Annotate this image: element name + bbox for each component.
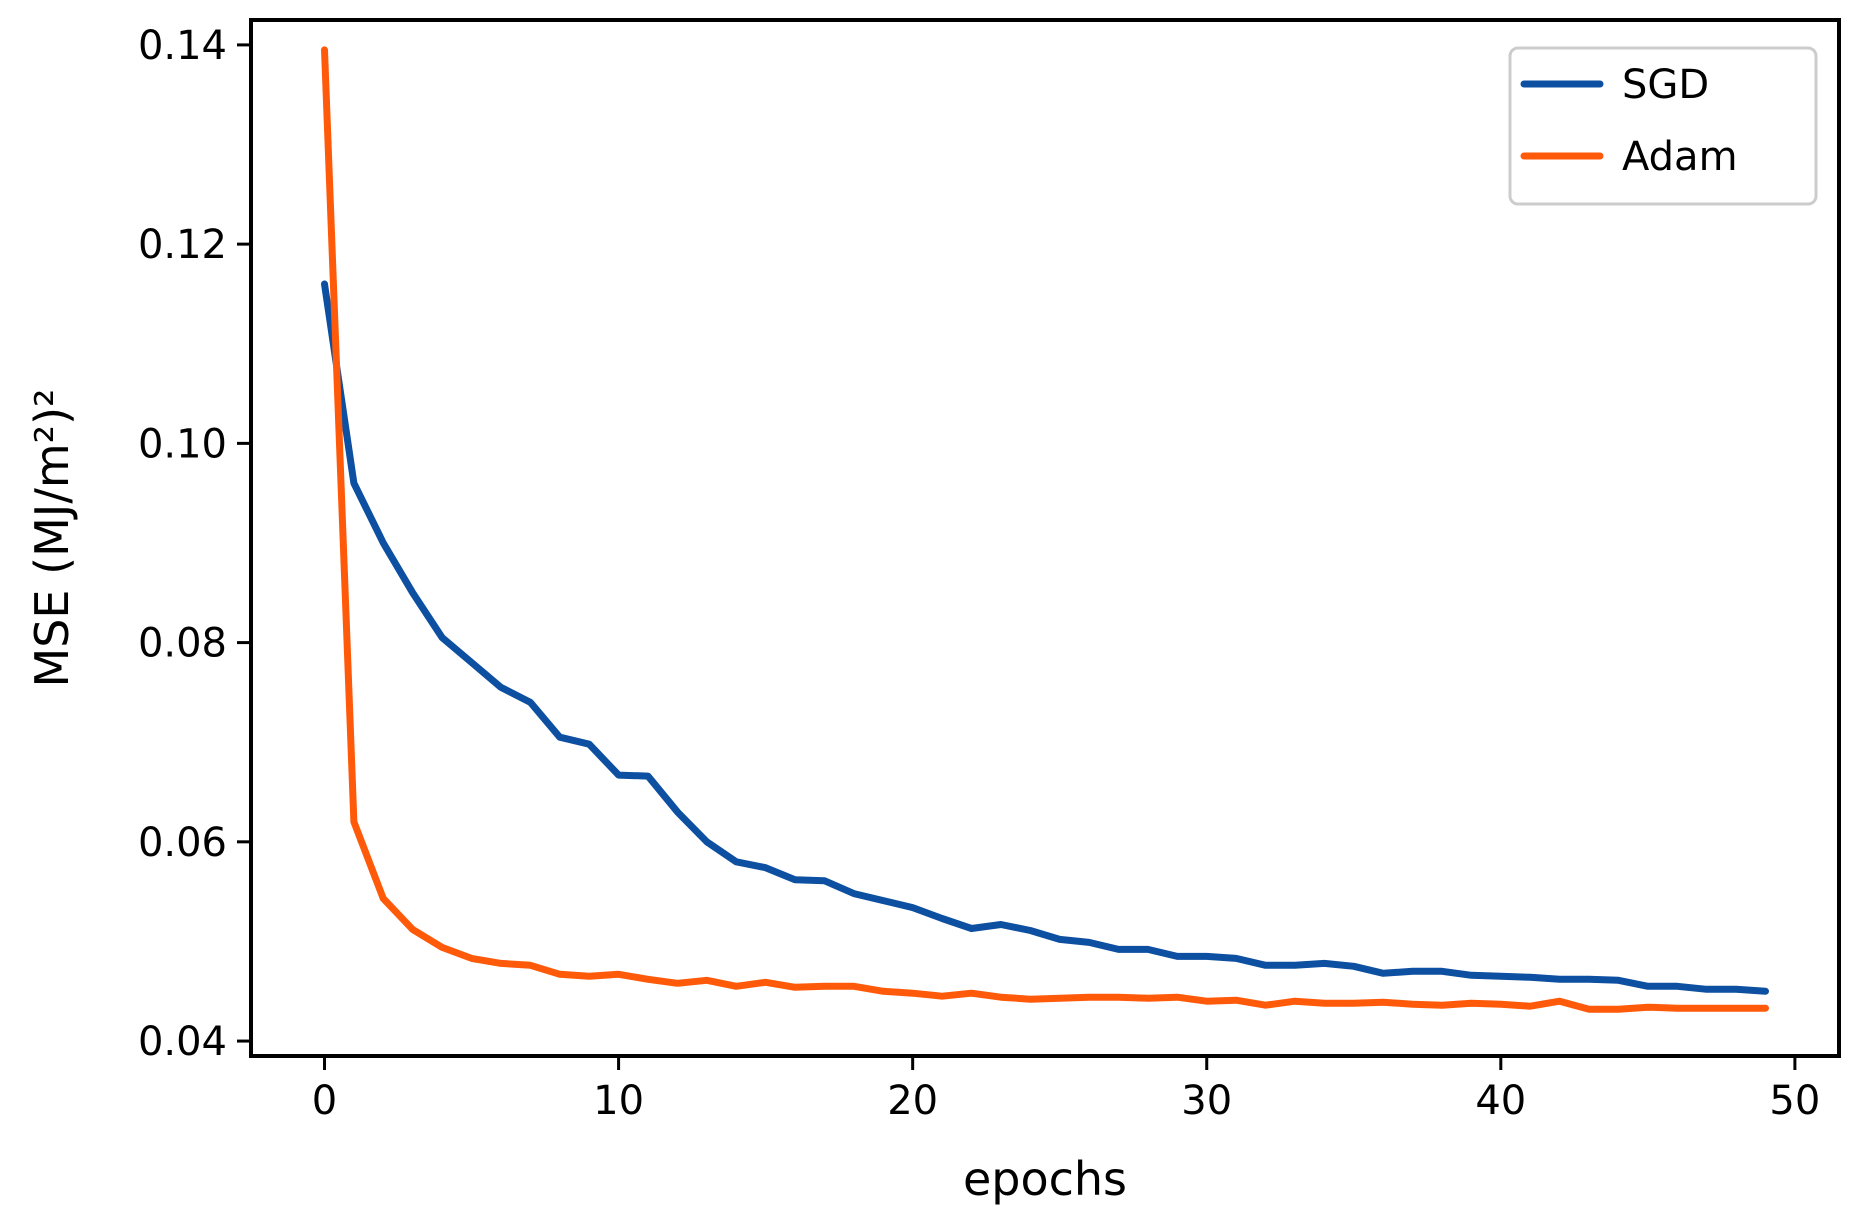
y-tick-label: 0.14 xyxy=(138,23,227,69)
plot-lines xyxy=(321,46,1769,1013)
x-axis-title: epochs xyxy=(963,1152,1127,1206)
y-axis-title: MSE (MJ/m²)² xyxy=(25,389,79,688)
x-tick-label: 20 xyxy=(887,1078,938,1124)
y-tick-label: 0.08 xyxy=(138,621,227,667)
y-tick-label: 0.06 xyxy=(138,820,227,866)
x-tick-label: 30 xyxy=(1181,1078,1232,1124)
legend-label-adam: Adam xyxy=(1622,134,1738,180)
x-tick-label: 40 xyxy=(1475,1078,1526,1124)
y-axis-ticks: 0.04 0.06 0.08 0.10 0.12 0.14 xyxy=(138,23,251,1065)
x-tick-label: 0 xyxy=(312,1078,337,1124)
x-tick-label: 10 xyxy=(593,1078,644,1124)
x-tick-label: 50 xyxy=(1769,1078,1820,1124)
series-line-adam xyxy=(321,46,1769,1013)
legend-label-sgd: SGD xyxy=(1622,62,1709,108)
legend: SGD Adam xyxy=(1508,46,1818,206)
y-tick-label: 0.10 xyxy=(138,421,227,467)
x-axis-ticks: 0 10 20 30 40 50 xyxy=(312,1056,1820,1124)
plot-area-frame xyxy=(249,18,1841,1058)
y-tick-label: 0.12 xyxy=(138,222,227,268)
series-line-sgd xyxy=(321,280,1769,995)
y-tick-label: 0.04 xyxy=(138,1019,227,1065)
